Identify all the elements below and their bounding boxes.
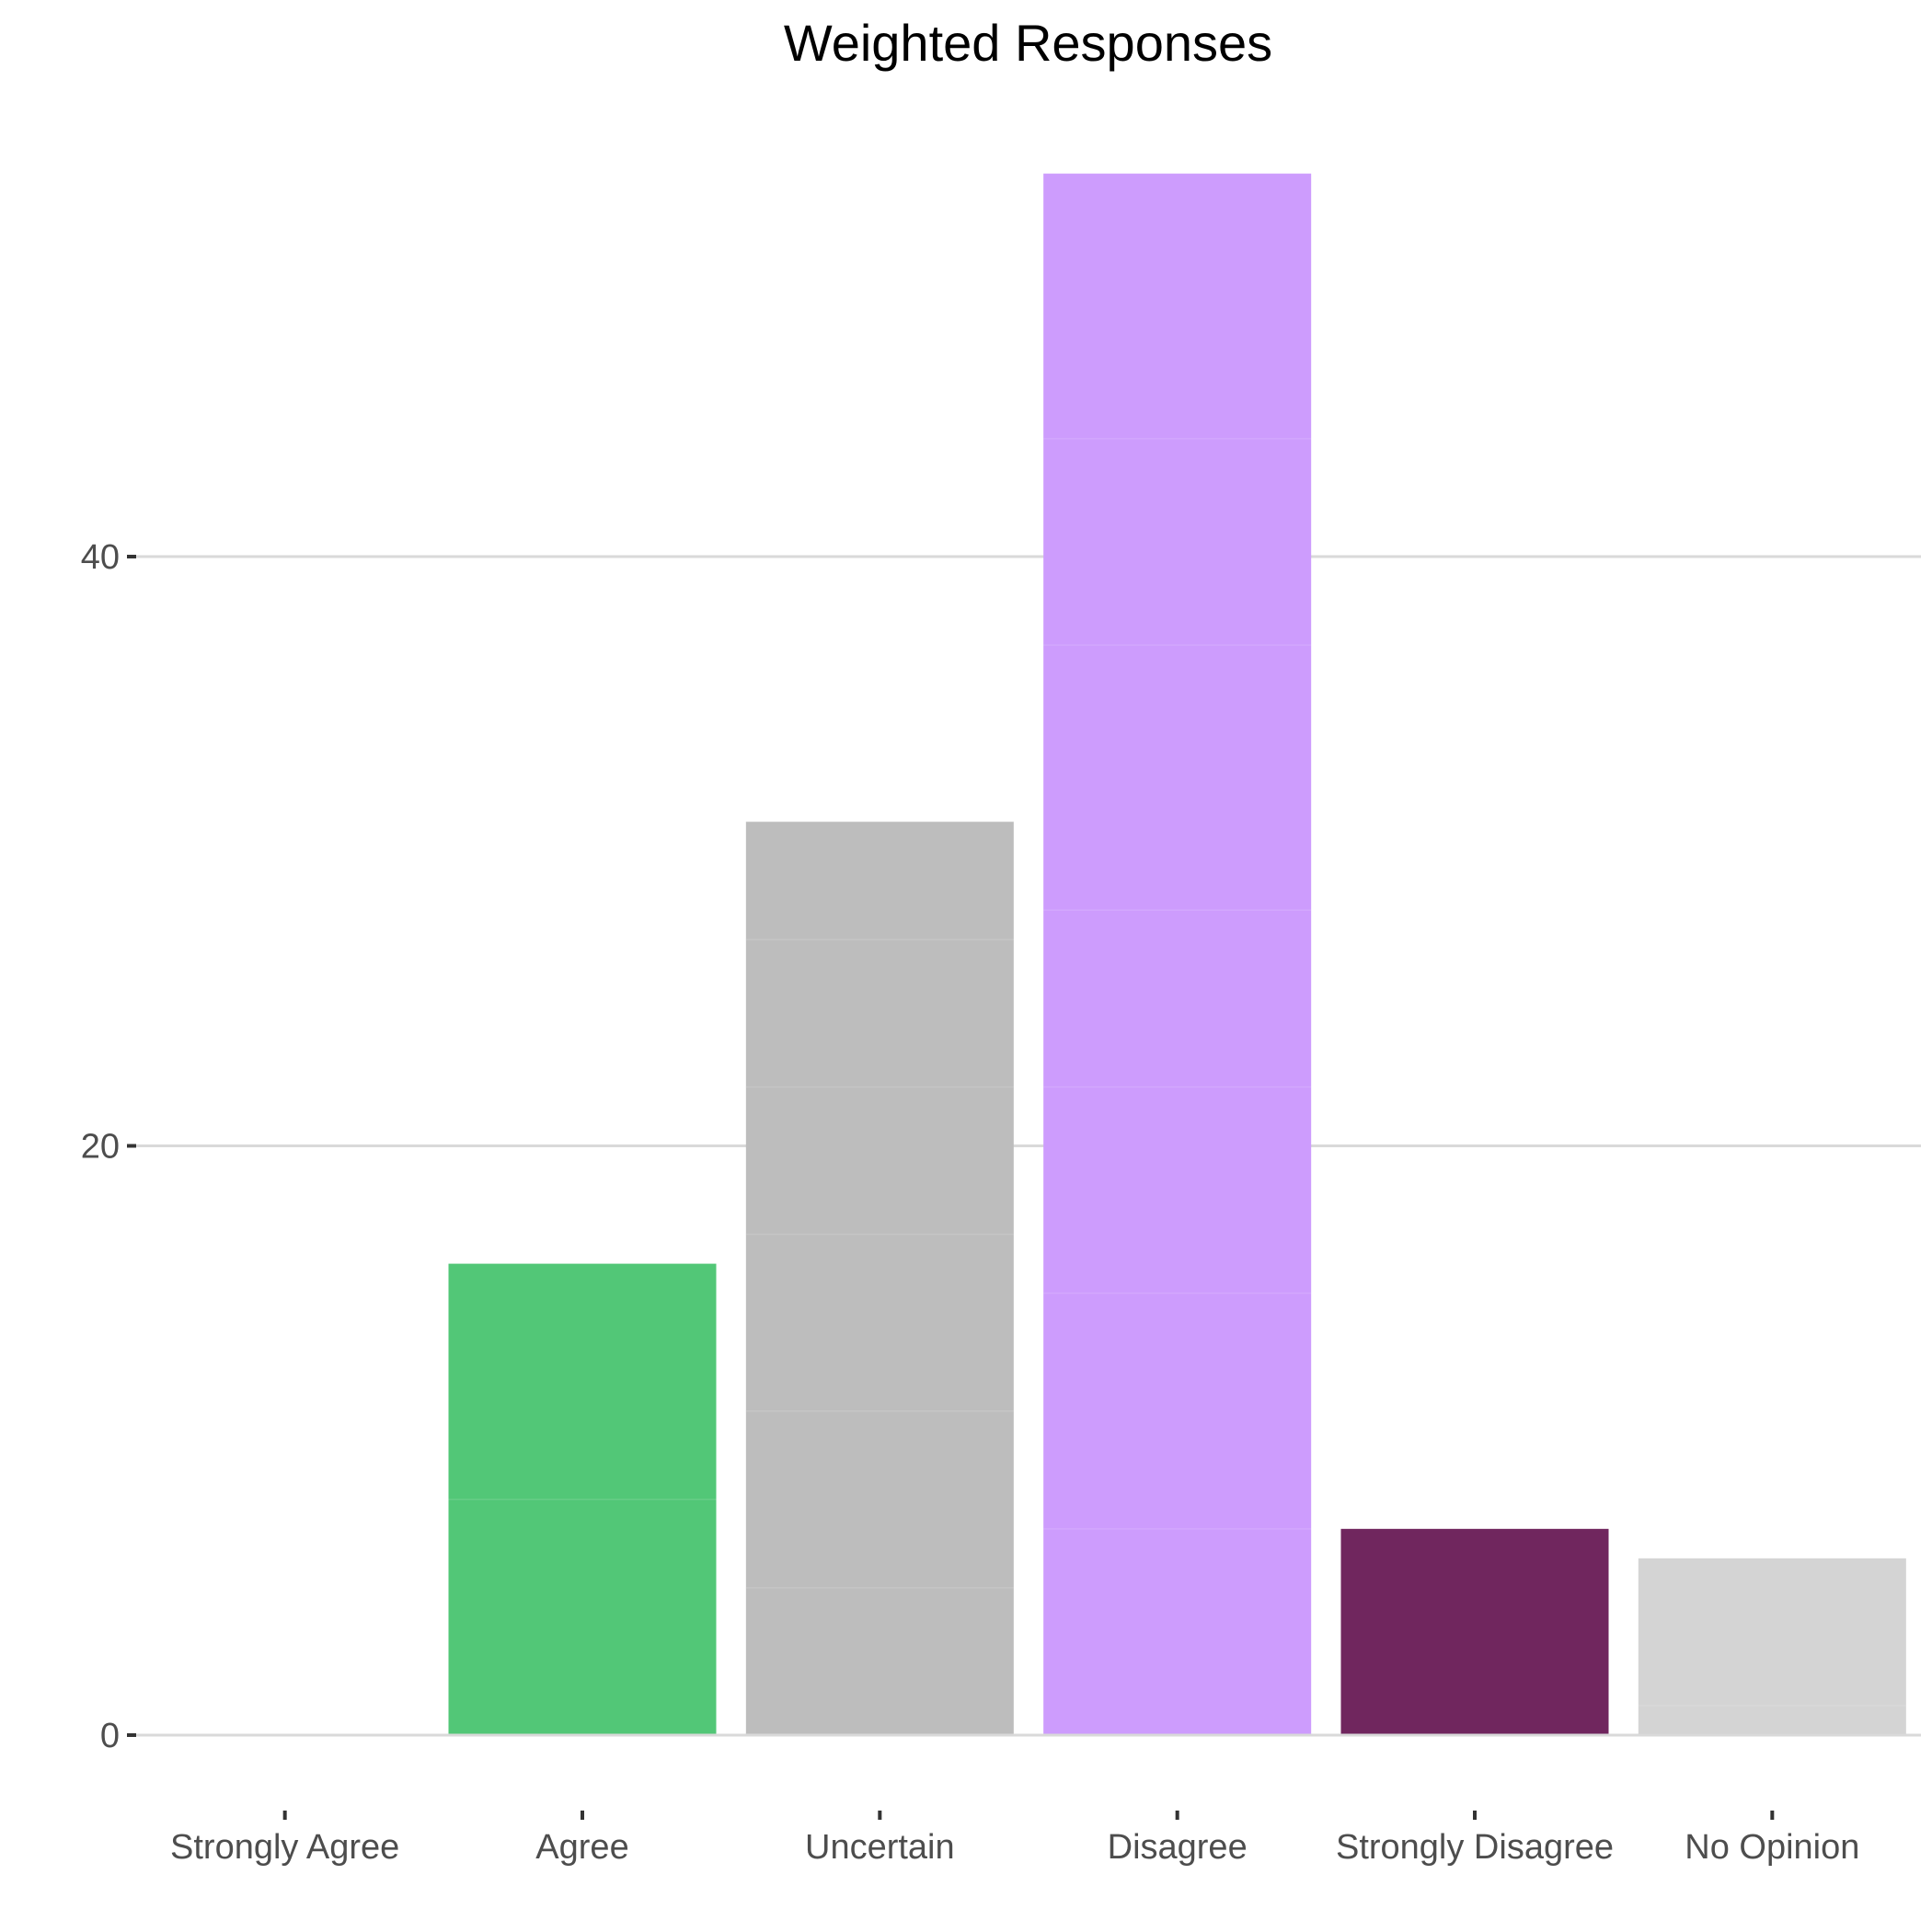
y-tick-label: 0 <box>100 1717 120 1755</box>
bar-disagree <box>1043 173 1312 1735</box>
chart-title: Weighted Responses <box>783 14 1273 72</box>
x-tick-label: Strongly Disagree <box>1336 1828 1614 1867</box>
axes: 0 20 40 Strongly Agree Agree Uncertain Disagre… <box>81 538 1921 1867</box>
x-tick-label: Strongly Agree <box>170 1828 399 1867</box>
y-tick-label: 20 <box>81 1128 120 1167</box>
y-tick-label: 40 <box>81 538 120 577</box>
bar-agree <box>448 1263 717 1735</box>
x-tick-label: Agree <box>535 1828 628 1867</box>
x-tick-label: Disagree <box>1108 1828 1248 1867</box>
bar-uncertain <box>745 822 1014 1735</box>
bars <box>448 173 1906 1735</box>
x-tick-label: No Opinion <box>1685 1828 1859 1867</box>
bar-strongly-disagree <box>1340 1528 1609 1735</box>
bar-no-opinion <box>1638 1558 1906 1735</box>
x-tick-label: Uncertain <box>805 1828 955 1867</box>
